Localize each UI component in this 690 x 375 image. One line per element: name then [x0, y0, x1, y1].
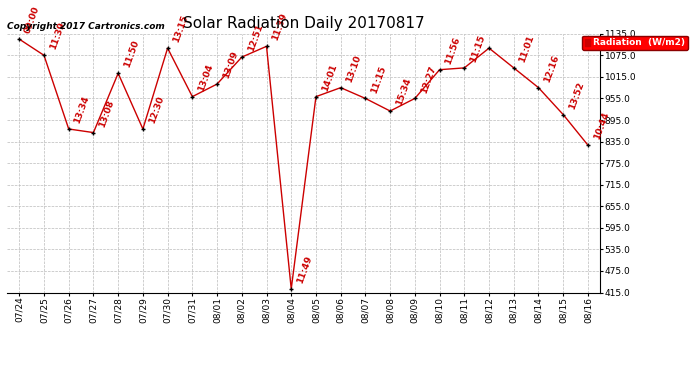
Text: 14:01: 14:01 [320, 63, 338, 93]
Point [582, 142, 593, 148]
Text: 15:34: 15:34 [394, 77, 413, 107]
Point [261, 44, 272, 50]
Point [434, 67, 445, 73]
Point [137, 126, 148, 132]
Point [459, 65, 470, 71]
Point [484, 45, 495, 51]
Point [212, 81, 223, 87]
Text: 12:30: 12:30 [147, 95, 166, 125]
Text: 11:39: 11:39 [270, 12, 289, 42]
Point [236, 54, 247, 60]
Point [360, 96, 371, 102]
Point [335, 85, 346, 91]
Text: 11:49: 11:49 [295, 255, 314, 285]
Text: 13:15: 13:15 [172, 14, 190, 44]
Text: 10:44: 10:44 [592, 111, 611, 141]
Point [39, 53, 50, 58]
Text: 13:52: 13:52 [567, 81, 586, 111]
Point [310, 94, 322, 100]
Text: 11:15: 11:15 [469, 34, 486, 64]
Point [14, 36, 25, 42]
Text: 13:34: 13:34 [73, 95, 91, 125]
Text: 13:10: 13:10 [345, 54, 363, 84]
Point [112, 70, 124, 76]
Text: 12:27: 12:27 [419, 64, 437, 94]
Text: 13:09: 13:09 [221, 50, 239, 80]
Point [63, 126, 75, 132]
Text: 11:39: 11:39 [48, 21, 66, 51]
Text: 11:56: 11:56 [444, 36, 462, 66]
Text: 13:08: 13:08 [97, 99, 116, 128]
Point [88, 130, 99, 136]
Text: 11:01: 11:01 [518, 34, 536, 64]
Point [409, 96, 420, 102]
Title: Solar Radiation Daily 20170817: Solar Radiation Daily 20170817 [183, 16, 424, 31]
Text: 11:50: 11:50 [122, 39, 141, 69]
Text: Copyright 2017 Cartronics.com: Copyright 2017 Cartronics.com [7, 22, 165, 31]
Point [162, 45, 173, 51]
Text: 09:00: 09:00 [23, 5, 41, 35]
Point [384, 108, 395, 114]
Point [558, 112, 569, 118]
Text: 13:04: 13:04 [197, 63, 215, 93]
Text: 11:15: 11:15 [370, 64, 388, 94]
Text: 12:51: 12:51 [246, 23, 264, 53]
Text: 12:16: 12:16 [542, 54, 561, 84]
Point [286, 286, 297, 292]
Legend: Radiation  (W/m2): Radiation (W/m2) [582, 36, 688, 50]
Point [187, 94, 198, 100]
Point [509, 65, 520, 71]
Point [533, 85, 544, 91]
